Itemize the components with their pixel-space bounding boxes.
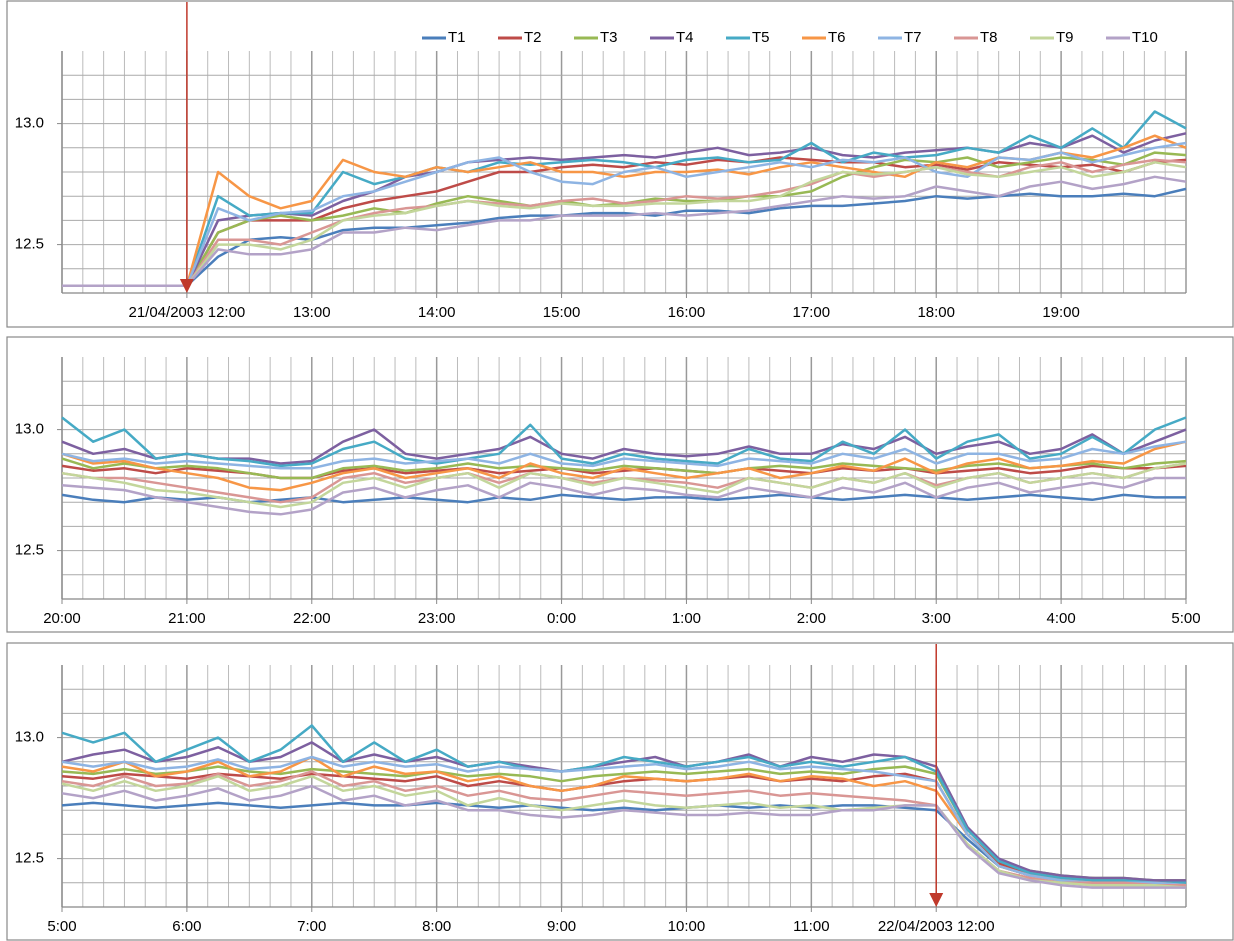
legend-label: T9: [1056, 29, 1074, 46]
chart-panel: 12.5 13.0 21/04/2003 12:00 13:00 14:00 15:00 1…: [6, 0, 1234, 328]
x-tick-label: 21/04/2003 12:00: [128, 304, 245, 321]
x-tick-label: 19:00: [1042, 304, 1080, 321]
series-line: [62, 161, 1187, 287]
y-tick-label: 12.5: [15, 850, 44, 867]
series-line: [61, 476, 1186, 516]
series-line: [61, 428, 1187, 465]
chart-panel: 12.5 13.0 20:00 21:00 22:00 23:00 0:00 1:00 2:00…: [6, 336, 1234, 633]
event-arrowhead: [179, 279, 194, 293]
x-tick-label: 18:00: [917, 304, 955, 321]
x-tick-label: 10:00: [668, 918, 706, 935]
legend-label: T3: [600, 29, 618, 46]
x-tick-label: 21:00: [168, 610, 206, 627]
legend-label: T1: [448, 29, 466, 46]
x-tick-label: 22:00: [293, 610, 331, 627]
x-tick-label: 4:00: [1047, 610, 1076, 627]
x-tick-label: 9:00: [547, 918, 576, 935]
series-line: [62, 141, 1187, 287]
x-tick-label: 13:00: [293, 304, 331, 321]
x-tick-label: 0:00: [547, 610, 576, 627]
panel-frame: [6, 336, 1234, 633]
series-line: [61, 724, 1186, 885]
legend-label: T10: [1132, 29, 1158, 46]
series-line: [61, 462, 1187, 509]
chart-panel: 12.5 13.0 5:00 6:00 7:00 8:00 9:00 10:00 11:00 22…: [6, 642, 1234, 941]
x-tick-label: 1:00: [672, 610, 701, 627]
x-tick-label: 22/04/2003 12:00: [878, 918, 995, 935]
event-arrowhead: [929, 893, 944, 907]
series-line: [61, 457, 1187, 480]
y-tick-label: 13.0: [15, 115, 44, 132]
x-tick-label: 15:00: [543, 304, 581, 321]
x-tick-label: 23:00: [418, 610, 456, 627]
series-line: [62, 110, 1187, 287]
x-tick-label: 3:00: [922, 610, 951, 627]
series-line: [61, 440, 1187, 470]
legend-label: T6: [828, 29, 846, 46]
x-tick-label: 11:00: [793, 918, 829, 935]
legend-label: T4: [676, 29, 694, 46]
series-line: [61, 416, 1187, 468]
x-tick-label: 6:00: [172, 918, 201, 935]
x-tick-label: 5:00: [1171, 610, 1200, 627]
x-tick-label: 17:00: [793, 304, 831, 321]
y-tick-label: 13.0: [15, 421, 44, 438]
legend-label: T7: [904, 29, 922, 46]
y-tick-label: 13.0: [15, 729, 44, 746]
x-tick-label: 2:00: [797, 610, 826, 627]
x-tick-label: 5:00: [47, 918, 76, 935]
x-tick-label: 8:00: [422, 918, 451, 935]
legend: T1 T2 T3 T4 T5 T6 T7 T8 T9 T10: [422, 29, 1158, 46]
series-line: [61, 775, 1187, 889]
series-line: [61, 784, 1186, 889]
x-tick-label: 16:00: [668, 304, 706, 321]
legend-label: T5: [752, 29, 770, 46]
x-tick-label: 20:00: [43, 610, 81, 627]
legend-label: T2: [524, 29, 542, 46]
x-tick-label: 7:00: [297, 918, 326, 935]
legend-label: T8: [980, 29, 998, 46]
series-line: [62, 175, 1187, 287]
series-line: [61, 755, 1187, 887]
series-line: [61, 440, 1187, 492]
y-tick-label: 12.5: [15, 542, 44, 559]
x-tick-label: 14:00: [418, 304, 456, 321]
y-tick-label: 12.5: [15, 236, 44, 253]
